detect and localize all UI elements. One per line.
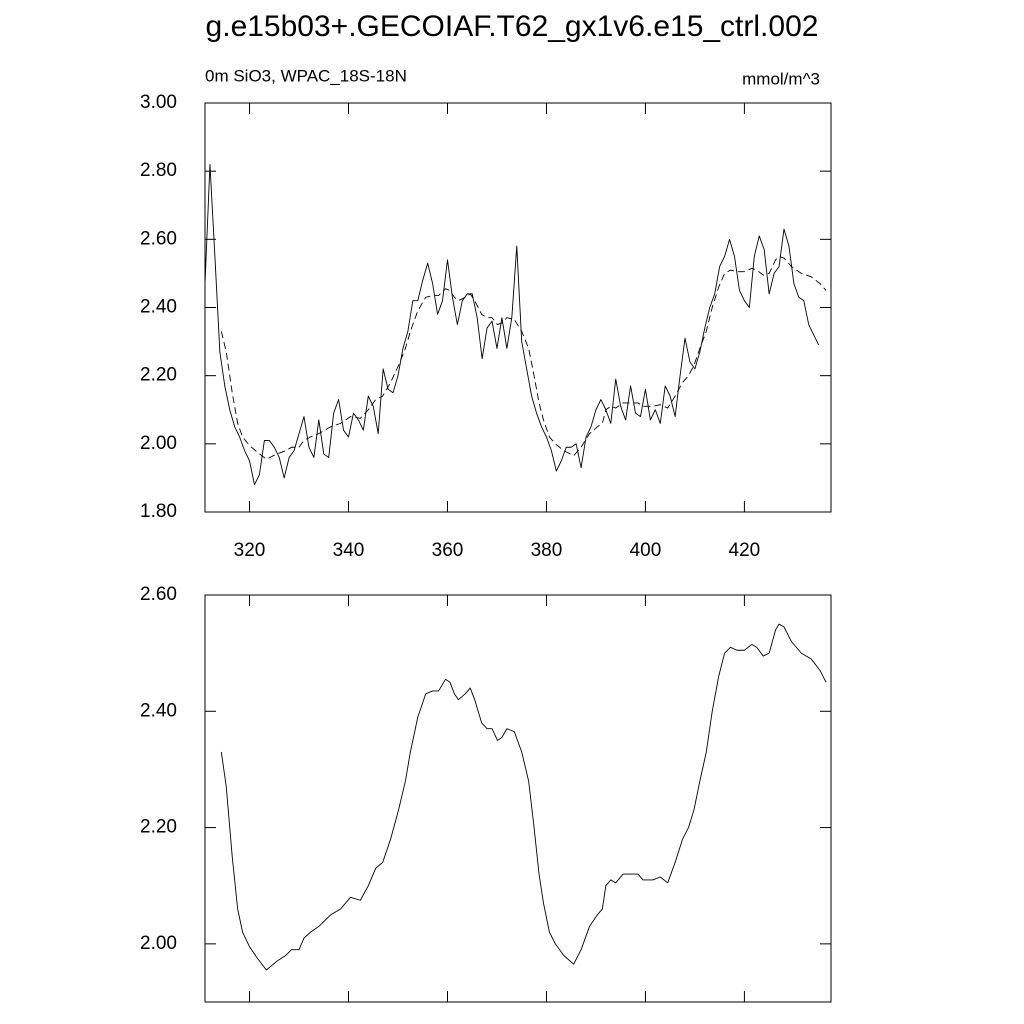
y-tick-label: 2.60 [140,584,177,605]
y-tick-label: 2.40 [140,297,177,318]
x-tick-label: 320 [234,540,266,561]
panel-right-title: mmol/m^3 [742,69,820,88]
data-line [220,623,827,971]
x-tick-label: 360 [432,540,464,561]
data-line [204,163,820,486]
plot-frame [204,102,832,513]
figure-title: g.e15b03+.GECOIAF.T62_gx1v6.e15_ctrl.002 [206,10,819,43]
y-tick-label: 2.00 [140,433,177,454]
x-tick-label: 380 [531,540,563,561]
y-tick-label: 2.00 [140,933,177,954]
x-tick-label: 340 [333,540,365,561]
y-tick-label: 2.80 [140,160,177,181]
y-tick-label: 3.00 [140,92,177,113]
plot-frame [204,594,832,1003]
y-tick-label: 1.80 [140,501,177,522]
y-tick-label: 2.20 [140,365,177,386]
y-tick-label: 2.20 [140,817,177,838]
data-line [220,255,827,460]
x-tick-label: 400 [630,540,662,561]
panel-left-title: 0m SiO3, WPAC_18S-18N [205,66,407,85]
y-tick-label: 2.40 [140,700,177,721]
x-tick-label: 420 [729,540,761,561]
y-tick-label: 2.60 [140,228,177,249]
